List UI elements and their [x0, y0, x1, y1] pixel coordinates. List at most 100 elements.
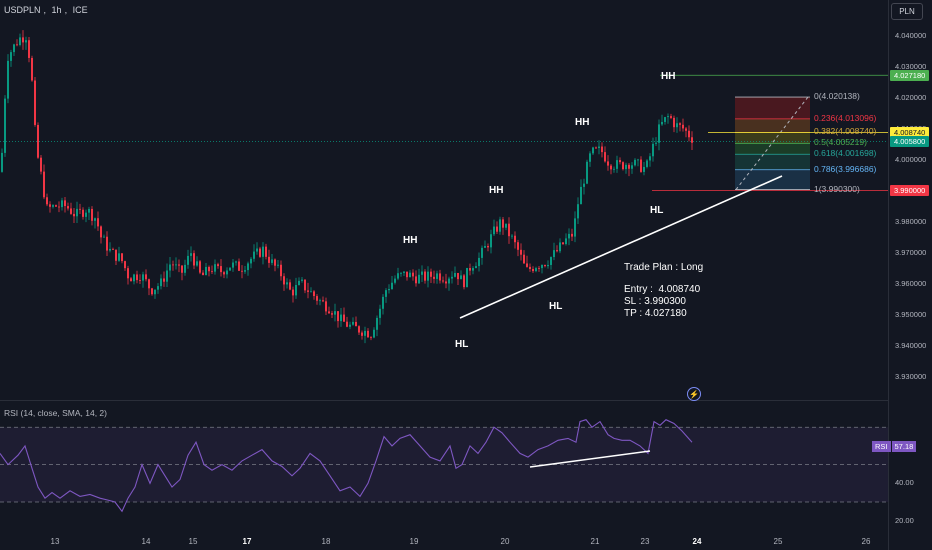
time-tick: 15 — [188, 537, 198, 546]
candle-body — [397, 273, 399, 279]
candle-body — [301, 279, 303, 281]
candle-body — [280, 264, 282, 277]
candle-body — [283, 276, 285, 285]
candle-body — [139, 280, 141, 281]
candle-body — [121, 253, 123, 262]
fib-level-label: 0(4.020138) — [814, 91, 860, 102]
candle-body — [427, 271, 429, 281]
candle-body — [685, 128, 687, 131]
candle-body — [217, 264, 219, 267]
candle-body — [319, 300, 321, 302]
candle-body — [502, 219, 504, 228]
candle-body — [10, 52, 12, 61]
candle-body — [76, 208, 78, 217]
candle-body — [277, 264, 279, 266]
candle-body — [676, 123, 678, 128]
candle-body — [478, 257, 480, 267]
candle-body — [328, 311, 330, 314]
rsi-legend[interactable]: RSI (14, close, SMA, 14, 2) — [4, 408, 107, 418]
candle-body — [145, 274, 147, 280]
candle-body — [286, 282, 288, 285]
candle-body — [109, 248, 111, 251]
candle-body — [622, 162, 624, 170]
candle-body — [637, 159, 639, 161]
candle-body — [448, 278, 450, 284]
candle-body — [568, 233, 570, 239]
price-tick: 3.960000 — [895, 278, 927, 288]
candle-body — [589, 153, 591, 162]
candle-body — [565, 238, 567, 245]
candle-body — [214, 264, 216, 272]
currency-button[interactable]: PLN — [891, 3, 923, 20]
candle-body — [619, 160, 621, 163]
candle-body — [688, 130, 690, 138]
candle-body — [508, 223, 510, 237]
candle-body — [472, 268, 474, 271]
candle-body — [583, 183, 585, 187]
candle-body — [331, 313, 333, 315]
candle-body — [313, 291, 315, 297]
rsi-tick: 40.00 — [895, 478, 914, 488]
candle-body — [31, 57, 33, 81]
candle-body — [691, 137, 693, 143]
candle-body — [190, 253, 192, 256]
candle-body — [604, 152, 606, 162]
candle-body — [34, 80, 36, 125]
candle-body — [19, 37, 21, 45]
pane-separator — [0, 400, 888, 401]
fib-level-label: 0.618(4.001698) — [814, 148, 877, 159]
candle-body — [343, 314, 345, 322]
fib-level-label: 1(3.990300) — [814, 183, 860, 194]
axis-separator — [888, 0, 889, 550]
fib-level-label: 0.786(3.996686) — [814, 163, 877, 174]
candle-body — [232, 262, 234, 268]
candle-body — [241, 270, 243, 272]
price-tick: 3.940000 — [895, 340, 927, 350]
candle-body — [103, 236, 105, 238]
candle-body — [634, 159, 636, 166]
candle-body — [628, 164, 630, 169]
candle-body — [625, 164, 627, 170]
candle-body — [262, 246, 264, 257]
candle-body — [16, 44, 18, 46]
candle-body — [673, 117, 675, 128]
candle-body — [52, 205, 54, 207]
candle-body — [409, 272, 411, 278]
candle-body — [451, 276, 453, 279]
candle-body — [421, 271, 423, 275]
candle-body — [436, 273, 438, 279]
trade-plan-sl: SL : 3.990300 — [624, 296, 686, 307]
candle-body — [160, 278, 162, 287]
time-tick: 18 — [321, 537, 331, 546]
candle-body — [661, 121, 663, 125]
trade-plan-entry: Entry : 4.008740 — [624, 284, 701, 295]
price-tick: 3.980000 — [895, 216, 927, 226]
candle-body — [505, 223, 507, 228]
fib-band — [735, 118, 810, 133]
candle-body — [316, 296, 318, 301]
candle-body — [202, 272, 204, 276]
candle-body — [388, 289, 390, 291]
rsi-pane — [0, 419, 888, 513]
candle-body — [256, 248, 258, 252]
candle-body — [652, 143, 654, 157]
lightning-icon[interactable]: ⚡ — [687, 387, 701, 401]
candle-body — [403, 271, 405, 273]
candle-body — [181, 265, 183, 273]
candle-body — [361, 332, 363, 336]
candle-body — [415, 276, 417, 284]
candle-body — [553, 250, 555, 258]
symbol-name: USDPLN — [4, 5, 41, 15]
rsi-value-badge: RSI 57.18 — [872, 441, 917, 452]
candle-body — [580, 186, 582, 205]
candle-body — [376, 317, 378, 330]
candle-body — [382, 296, 384, 309]
candle-body — [289, 282, 291, 290]
trade-plan-tp: TP : 4.027180 — [624, 308, 687, 319]
candle-body — [64, 200, 66, 207]
candle-body — [235, 261, 237, 263]
candle-body — [520, 249, 522, 255]
candle-body — [91, 208, 93, 221]
candle-body — [46, 197, 48, 205]
